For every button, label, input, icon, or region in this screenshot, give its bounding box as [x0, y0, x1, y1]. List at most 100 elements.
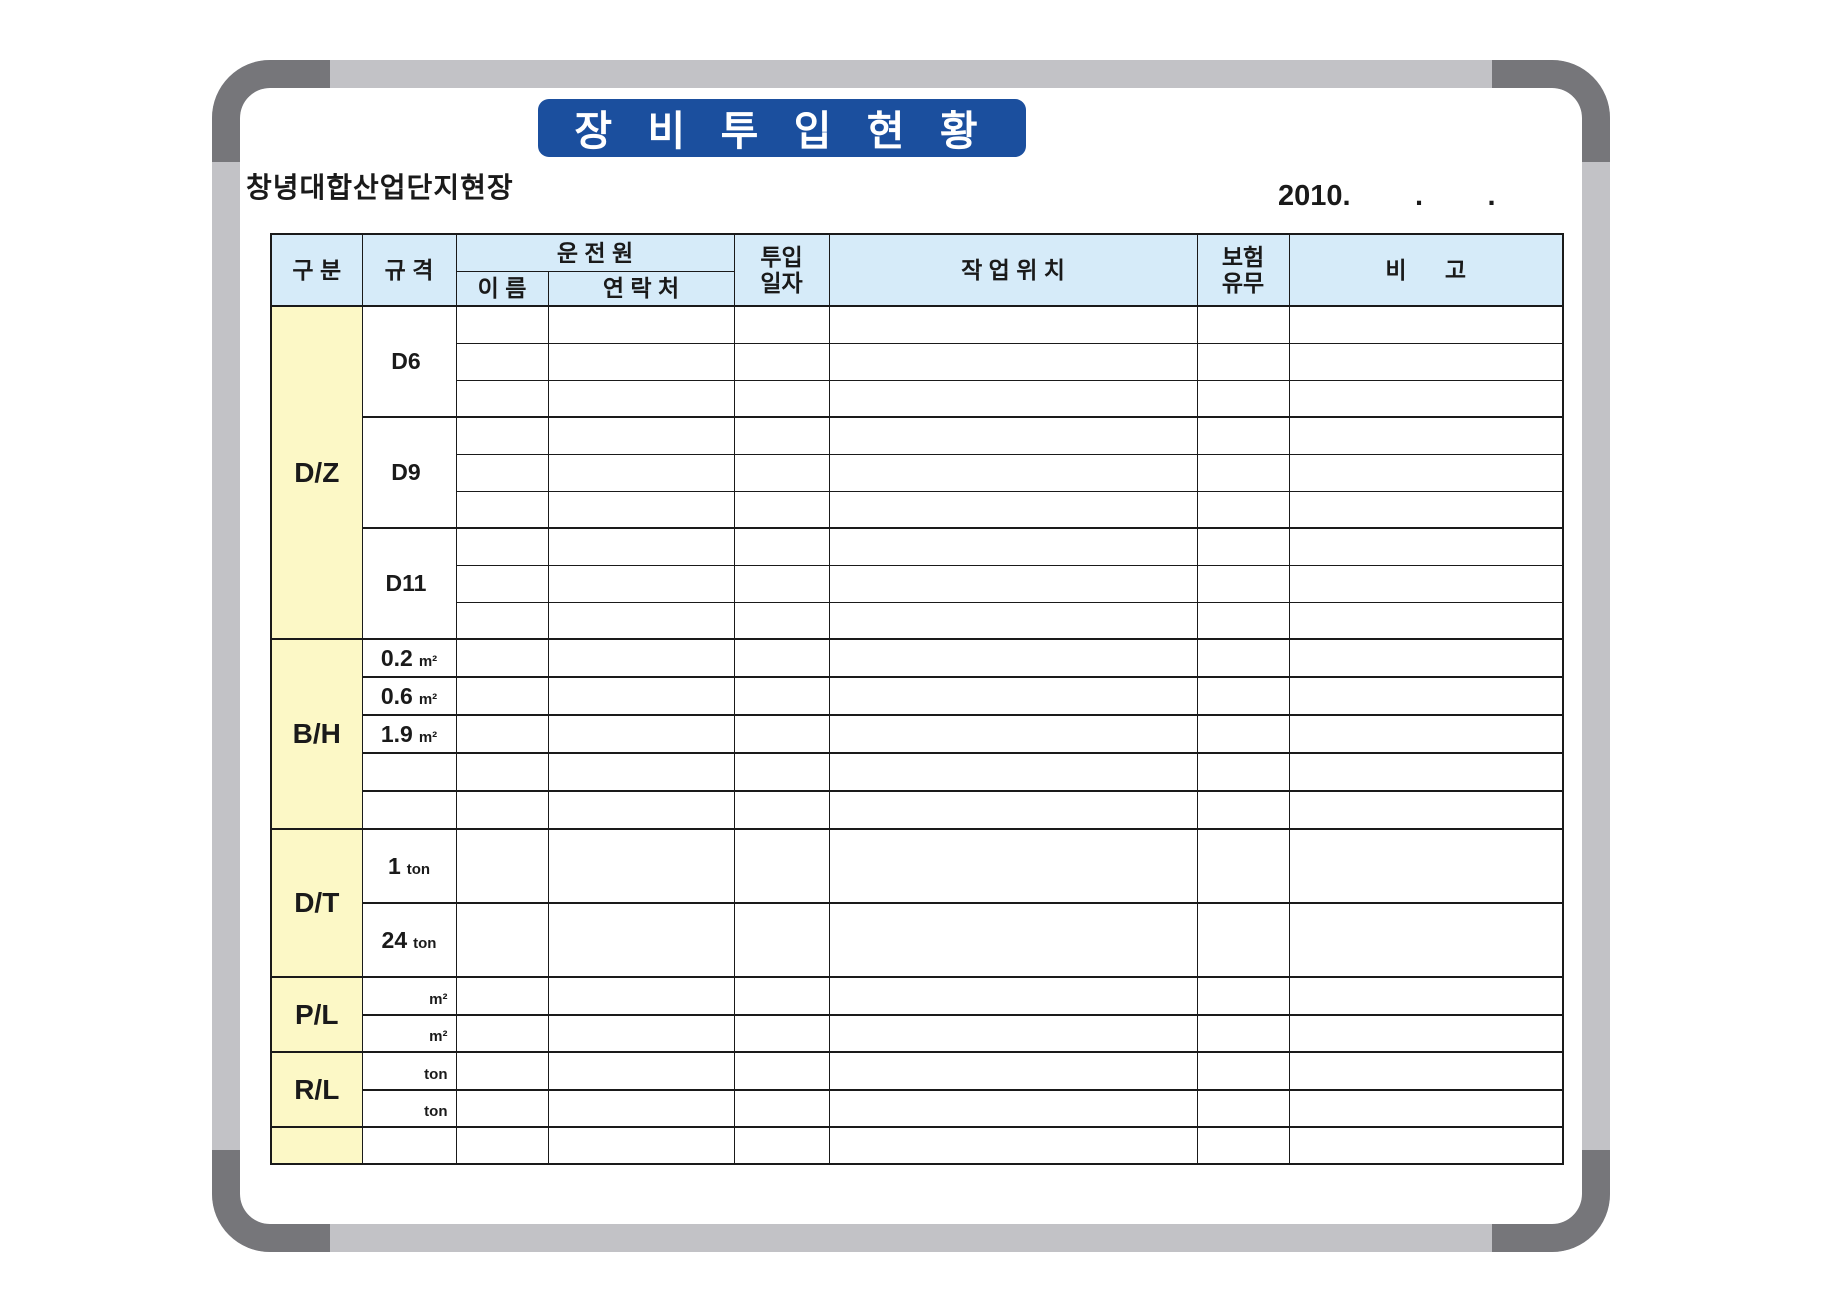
data-cell	[1196, 342, 1290, 381]
site-name: 창녕대합산업단지현장	[246, 172, 514, 203]
data-cell	[1288, 1089, 1564, 1128]
data-cell	[1196, 1014, 1290, 1053]
category-dz: D/Z	[270, 305, 363, 640]
data-cell	[547, 1051, 735, 1091]
data-cell	[733, 1014, 830, 1053]
data-cell	[733, 1051, 830, 1091]
spec-d6: D6	[361, 305, 457, 418]
spec-19m2: 1.9 m²	[361, 714, 457, 754]
data-cell	[547, 828, 735, 904]
data-cell	[1196, 752, 1290, 792]
data-cell	[1196, 714, 1290, 754]
header-work-location: 작 업 위 치	[828, 233, 1198, 307]
data-cell	[1288, 490, 1564, 529]
header-insurance: 보험 유무	[1196, 233, 1290, 307]
data-cell	[733, 1126, 830, 1165]
data-cell	[1196, 416, 1290, 455]
data-cell	[733, 564, 830, 603]
data-cell	[733, 676, 830, 716]
data-cell	[733, 490, 830, 529]
data-cell	[1196, 527, 1290, 566]
data-cell	[733, 828, 830, 904]
data-cell	[547, 601, 735, 640]
corner-cap-top-right	[1492, 60, 1610, 162]
data-cell	[455, 1014, 549, 1053]
data-cell	[1288, 379, 1564, 418]
data-cell	[1288, 1126, 1564, 1165]
data-cell	[1196, 902, 1290, 978]
data-cell	[455, 490, 549, 529]
data-cell	[1288, 305, 1564, 344]
data-cell	[1288, 752, 1564, 792]
data-cell	[828, 379, 1198, 418]
data-cell	[1288, 601, 1564, 640]
data-cell	[733, 1089, 830, 1128]
data-cell	[828, 714, 1198, 754]
data-cell	[1196, 305, 1290, 344]
data-cell	[828, 1089, 1198, 1128]
data-cell	[1288, 342, 1564, 381]
data-cell	[733, 752, 830, 792]
data-cell	[733, 638, 830, 678]
data-cell	[547, 676, 735, 716]
data-cell	[455, 902, 549, 978]
data-cell	[455, 453, 549, 492]
data-cell	[733, 527, 830, 566]
spec-blank	[361, 752, 457, 792]
spec-ton: ton	[361, 1051, 457, 1091]
data-cell	[828, 790, 1198, 830]
spec-blank	[361, 790, 457, 830]
data-cell	[1196, 828, 1290, 904]
spec-m2: m²	[361, 1014, 457, 1053]
data-cell	[547, 752, 735, 792]
data-cell	[828, 752, 1198, 792]
data-cell	[1288, 416, 1564, 455]
data-cell	[547, 902, 735, 978]
data-cell	[1196, 490, 1290, 529]
data-cell	[547, 416, 735, 455]
data-cell	[455, 342, 549, 381]
data-cell	[828, 976, 1198, 1016]
data-cell	[828, 490, 1198, 529]
data-cell	[547, 527, 735, 566]
data-cell	[547, 490, 735, 529]
header-operator: 운 전 원	[455, 233, 735, 272]
spec-02m2: 0.2 m²	[361, 638, 457, 678]
data-cell	[455, 638, 549, 678]
data-cell	[733, 453, 830, 492]
data-cell	[828, 1126, 1198, 1165]
data-cell	[547, 453, 735, 492]
data-cell	[828, 342, 1198, 381]
header-contact: 연 락 처	[547, 270, 735, 307]
corner-cap-bottom-right	[1492, 1150, 1610, 1252]
data-cell	[1288, 976, 1564, 1016]
data-cell	[547, 790, 735, 830]
data-cell	[547, 1014, 735, 1053]
report-date: 2010. . .	[1278, 180, 1496, 212]
category-blank	[270, 1126, 363, 1165]
category-pl: P/L	[270, 976, 363, 1053]
data-cell	[1288, 676, 1564, 716]
data-cell	[1196, 976, 1290, 1016]
data-cell	[828, 638, 1198, 678]
data-cell	[455, 976, 549, 1016]
data-cell	[1288, 527, 1564, 566]
spec-ton: ton	[361, 1089, 457, 1128]
data-cell	[547, 714, 735, 754]
data-cell	[455, 1051, 549, 1091]
spec-1ton: 1 ton	[361, 828, 457, 904]
data-cell	[733, 305, 830, 344]
data-cell	[733, 976, 830, 1016]
data-cell	[455, 828, 549, 904]
data-cell	[733, 342, 830, 381]
data-cell	[1288, 902, 1564, 978]
data-cell	[1196, 379, 1290, 418]
data-cell	[828, 564, 1198, 603]
header-spec: 규 격	[361, 233, 457, 307]
data-cell	[1288, 453, 1564, 492]
data-cell	[828, 676, 1198, 716]
data-cell	[1196, 1126, 1290, 1165]
data-cell	[455, 714, 549, 754]
data-cell	[455, 1126, 549, 1165]
data-cell	[828, 453, 1198, 492]
